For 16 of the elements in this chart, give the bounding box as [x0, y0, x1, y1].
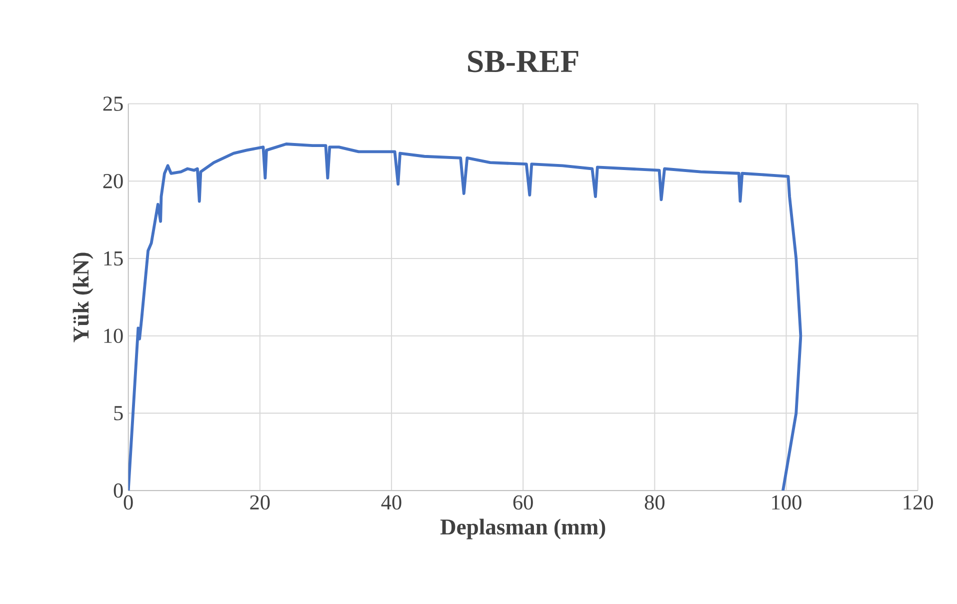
- y-tick-label: 20: [103, 174, 123, 188]
- x-tick-label: 20: [250, 495, 270, 510]
- y-tick-label: 5: [114, 406, 123, 420]
- y-tick-label: 10: [104, 328, 123, 343]
- chart-title: SB-REF: [468, 50, 578, 72]
- x-tick-label: 60: [513, 495, 533, 510]
- x-tick-label: 120: [904, 495, 933, 510]
- x-tick-label: 80: [644, 495, 664, 510]
- y-axis-title: Yük (kN): [72, 252, 94, 342]
- y-tick-label: 15: [104, 251, 123, 266]
- y-tick-label: 0: [114, 483, 123, 498]
- x-axis-title: Deplasman (mm): [440, 518, 606, 540]
- x-tick-label: 100: [772, 495, 802, 510]
- x-tick-label: 40: [381, 495, 402, 510]
- y-tick-label: 25: [103, 96, 123, 111]
- x-tick-label: 0: [124, 495, 133, 510]
